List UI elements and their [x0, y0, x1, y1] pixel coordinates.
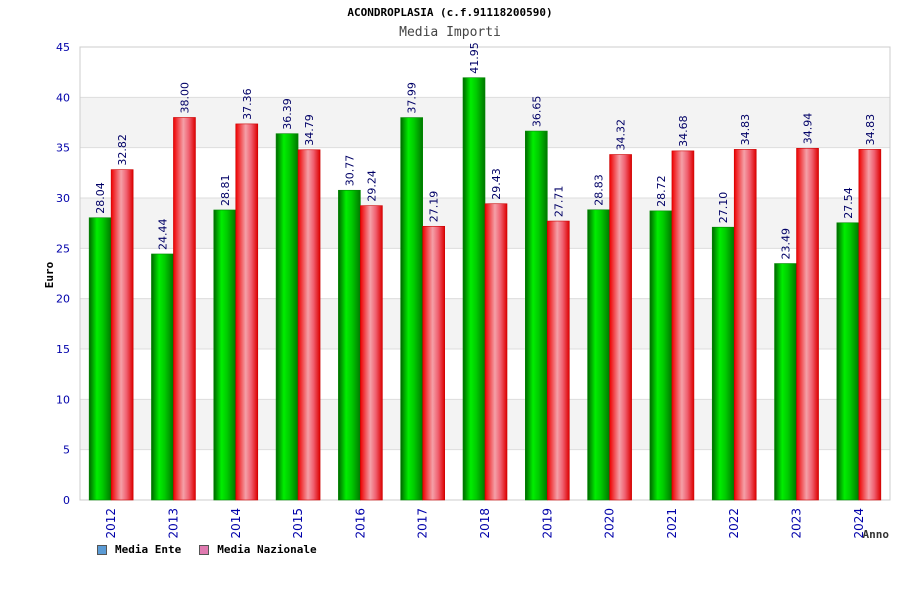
data-label-ente: 27.54: [842, 187, 855, 219]
data-label-nazionale: 34.83: [864, 114, 877, 146]
y-tick-label: 45: [56, 41, 70, 54]
bar-ente: [774, 263, 797, 501]
bar-ente: [649, 210, 673, 501]
bar-ente: [275, 133, 299, 501]
bar-ente: [151, 253, 174, 501]
bar-nazionale: [235, 123, 259, 501]
y-tick-label: 35: [56, 142, 70, 155]
x-tick-label: 2023: [790, 508, 804, 539]
data-label-ente: 41.95: [468, 42, 481, 74]
x-tick-label: 2017: [416, 508, 430, 539]
data-label-ente: 28.04: [94, 182, 107, 213]
chart-title: ACONDROPLASIA (c.f.91118200590): [347, 6, 553, 19]
chart-subtitle: Media Importi: [399, 25, 501, 40]
x-tick-label: 2016: [353, 508, 367, 539]
y-tick-label: 30: [56, 192, 70, 205]
bar-nazionale: [484, 203, 508, 501]
x-tick-label: 2014: [229, 508, 243, 539]
bar-nazionale: [796, 147, 819, 501]
bar-ente: [525, 130, 548, 501]
y-axis-label: Euro: [43, 261, 56, 288]
x-tick-label: 2015: [291, 508, 305, 539]
bar-ente: [213, 209, 237, 501]
legend: Media Ente Media Nazionale: [97, 543, 317, 556]
data-label-nazionale: 34.68: [677, 115, 690, 147]
data-label-nazionale: 27.19: [428, 191, 441, 223]
bar-nazionale: [297, 149, 321, 501]
y-tick-label: 40: [56, 91, 70, 104]
data-label-ente: 36.39: [281, 98, 294, 130]
x-tick-label: 2013: [166, 508, 180, 539]
y-tick-label: 15: [56, 343, 70, 356]
y-tick-label: 25: [56, 242, 70, 255]
data-label-nazionale: 29.24: [365, 170, 378, 202]
bar-ente: [462, 77, 486, 501]
legend-item-nazionale: Media Nazionale: [199, 543, 317, 556]
data-label-nazionale: 34.32: [615, 119, 628, 151]
data-label-nazionale: 32.82: [116, 134, 129, 166]
bar-ente: [338, 189, 361, 501]
data-label-ente: 28.81: [219, 174, 232, 206]
data-label-ente: 24.44: [156, 218, 169, 250]
x-tick-label: 2019: [540, 508, 554, 539]
data-label-nazionale: 29.43: [490, 168, 503, 200]
data-label-ente: 27.10: [717, 192, 730, 224]
data-label-nazionale: 27.71: [552, 186, 565, 218]
data-label-ente: 30.77: [343, 155, 356, 187]
data-label-ente: 28.72: [655, 175, 668, 207]
data-label-ente: 37.99: [406, 82, 419, 114]
bar-ente: [836, 222, 860, 501]
legend-label-nazionale: Media Nazionale: [217, 543, 317, 556]
y-tick-label: 0: [63, 494, 70, 507]
data-label-nazionale: 34.94: [802, 113, 815, 145]
data-label-ente: 23.49: [780, 228, 793, 260]
data-label-nazionale: 34.79: [303, 114, 316, 146]
bar-nazionale: [858, 149, 882, 501]
data-label-ente: 28.83: [593, 174, 606, 206]
y-tick-label: 10: [56, 393, 70, 406]
bar-ente: [587, 209, 610, 501]
bar-nazionale: [671, 150, 695, 501]
bar-ente: [711, 226, 735, 501]
legend-label-ente: Media Ente: [115, 543, 182, 556]
legend-swatch-ente: [97, 544, 107, 555]
bar-nazionale: [547, 220, 570, 501]
y-tick-label: 20: [56, 293, 70, 306]
bar-nazionale: [609, 154, 632, 501]
x-tick-label: 2021: [665, 508, 679, 539]
legend-item-ente: Media Ente: [97, 543, 181, 556]
x-tick-label: 2022: [727, 508, 741, 539]
bar-ente: [88, 217, 112, 501]
bar-nazionale: [733, 149, 757, 501]
bar-nazionale: [360, 205, 383, 501]
x-axis-label: Anno: [863, 528, 890, 541]
x-tick-label: 2012: [104, 508, 118, 539]
bar-ente: [400, 117, 423, 501]
data-label-nazionale: 38.00: [178, 82, 191, 114]
data-label-nazionale: 37.36: [241, 88, 254, 120]
bar-nazionale: [110, 169, 134, 501]
data-label-ente: 36.65: [530, 96, 543, 128]
x-tick-label: 2018: [478, 508, 492, 539]
bar-nazionale: [422, 225, 445, 501]
legend-swatch-nazionale: [199, 544, 210, 555]
x-tick-label: 2020: [603, 508, 617, 539]
data-label-nazionale: 34.83: [739, 114, 752, 146]
bar-nazionale: [173, 117, 196, 501]
x-tick-label: 2024: [852, 508, 866, 539]
y-tick-label: 5: [63, 444, 70, 457]
